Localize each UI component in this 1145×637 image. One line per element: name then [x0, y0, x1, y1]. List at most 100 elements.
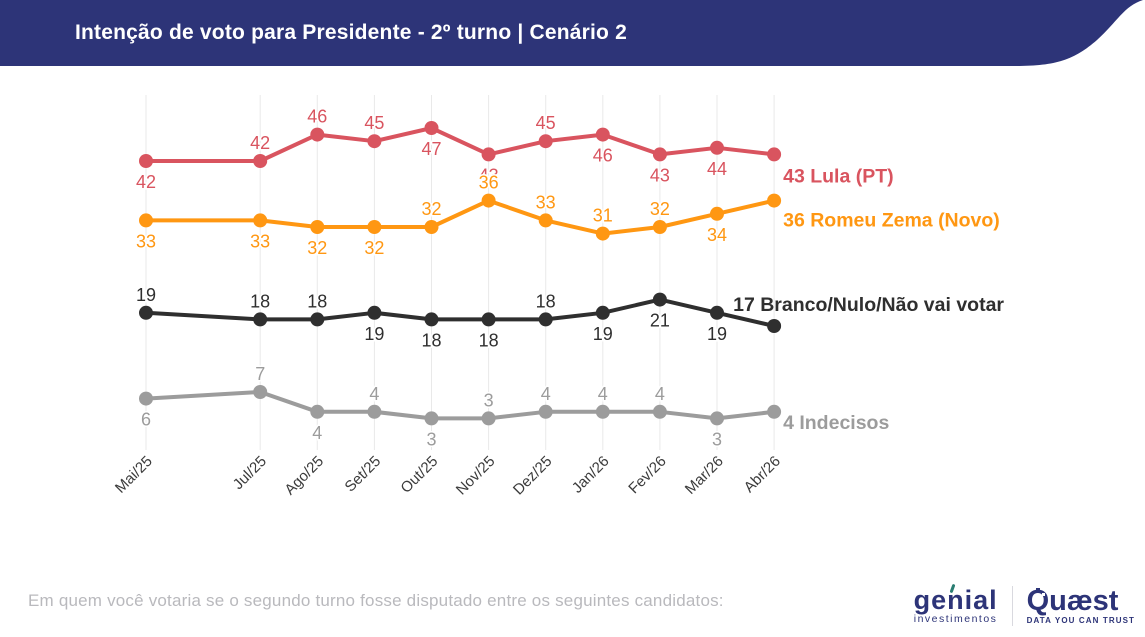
value-label: 3 — [712, 429, 722, 449]
series-end-label: 43 Lula (PT) — [783, 165, 894, 187]
value-label: 19 — [593, 324, 613, 344]
series-line — [145, 297, 775, 328]
value-label: 33 — [536, 192, 556, 212]
data-point — [367, 404, 382, 419]
data-point — [481, 193, 496, 208]
gridlines — [145, 95, 775, 450]
data-point — [424, 411, 439, 426]
value-label: 18 — [479, 330, 499, 350]
header: Intenção de voto para Presidente - 2º tu… — [0, 0, 1145, 72]
value-label: 43 — [479, 165, 499, 185]
value-label: 19 — [364, 324, 384, 344]
value-label: 19 — [707, 324, 727, 344]
value-label: 42 — [136, 172, 156, 192]
x-tick-label: Out/25 — [397, 453, 441, 497]
data-point — [538, 134, 553, 149]
data-point — [767, 147, 782, 162]
x-tick-label: Fev/26 — [625, 453, 669, 497]
value-label: 6 — [141, 410, 151, 430]
value-label: 18 — [307, 291, 327, 311]
x-tick-label: Ago/25 — [281, 453, 327, 499]
value-label: 4 — [655, 384, 665, 404]
data-point — [139, 305, 153, 320]
series-romeu-zema-novo-: 33 33 32 32 32 36 33 31 32 34 36 Romeu Zema (Novo) — [134, 171, 1000, 259]
value-label: 4 — [598, 384, 608, 404]
survey-question: Em quem você votaria se o segundo turno … — [28, 591, 724, 610]
logo-bar: genial investimentos Quæst DATA YOU CAN … — [914, 578, 1135, 633]
value-label: 45 — [364, 113, 384, 133]
data-point — [481, 147, 496, 162]
value-label: 33 — [136, 231, 156, 251]
data-point — [710, 305, 724, 320]
value-label: 46 — [307, 107, 327, 127]
series-line — [146, 198, 775, 236]
data-point — [538, 213, 553, 228]
value-label: 32 — [307, 238, 327, 258]
data-point — [595, 404, 610, 419]
data-point — [767, 319, 782, 333]
data-point — [652, 404, 667, 419]
x-tick-label: Abr/26 — [741, 453, 784, 496]
data-point — [767, 193, 782, 208]
x-tick-label: Nov/25 — [453, 453, 499, 499]
x-tick-label: Jul/25 — [230, 453, 270, 493]
quaest-logo-tagline: DATA YOU CAN TRUST — [1026, 616, 1135, 625]
value-label: 18 — [536, 291, 556, 311]
series-end-label: 4 Indecisos — [783, 412, 889, 434]
data-point — [310, 404, 325, 419]
x-tick-label: Mai/25 — [112, 453, 156, 497]
value-label: 21 — [650, 311, 670, 331]
value-label: 18 — [421, 330, 441, 350]
quaest-logo: Quæst DATA YOU CAN TRUST — [1026, 585, 1135, 626]
genial-logo-subtitle: investimentos — [913, 613, 998, 625]
header-shape — [0, 0, 1143, 66]
genial-logo: genial investimentos — [913, 583, 998, 625]
data-point — [481, 411, 496, 426]
x-tick-label: Jan/26 — [569, 453, 613, 497]
data-point — [310, 127, 325, 142]
data-point — [139, 154, 153, 168]
series-lula-pt-: 42 42 46 45 47 43 45 46 43 44 43 Lula (PT) — [134, 105, 894, 193]
value-label: 4 — [312, 423, 322, 443]
value-label: 46 — [593, 146, 613, 166]
data-point — [424, 220, 439, 234]
x-axis-labels: Mai/25 Jul/25 Ago/25 Set/25 Out/25 Nov/25 Dez/… — [112, 453, 784, 499]
value-label: 32 — [364, 238, 384, 258]
value-label: 45 — [536, 113, 556, 133]
quaest-pixel-icon — [1035, 588, 1040, 592]
data-point — [538, 404, 553, 419]
value-label: 44 — [707, 159, 727, 179]
value-label: 36 — [479, 173, 499, 193]
quaest-logo-text: Quæst — [1026, 585, 1119, 617]
data-point — [481, 312, 496, 327]
data-point — [367, 220, 382, 234]
page-title: Intenção de voto para Presidente - 2º tu… — [75, 21, 627, 44]
data-point — [139, 213, 153, 228]
data-point — [367, 305, 382, 320]
line-chart: Mai/25 Jul/25 Ago/25 Set/25 Out/25 Nov/25 Dez/… — [112, 95, 1004, 499]
data-point — [767, 404, 782, 419]
value-label: 32 — [650, 199, 670, 219]
data-point — [367, 134, 382, 149]
series-end-label: 17 Branco/Nulo/Não vai votar — [733, 294, 1004, 316]
series-line — [146, 126, 775, 163]
quaest-pixel-icon — [1041, 593, 1045, 596]
value-label: 32 — [421, 199, 441, 219]
value-label: 19 — [136, 285, 156, 305]
value-label: 43 — [650, 165, 670, 185]
data-point — [139, 391, 153, 406]
value-label: 3 — [484, 390, 494, 410]
value-label: 18 — [250, 291, 270, 311]
genial-logo-text: genial — [913, 585, 998, 615]
data-point — [310, 312, 325, 327]
data-point — [538, 312, 553, 327]
data-point — [253, 385, 268, 399]
series-end-label: 36 Romeu Zema (Novo) — [783, 210, 1000, 232]
value-label: 42 — [250, 133, 270, 153]
value-label: 4 — [369, 384, 379, 404]
data-point — [253, 154, 268, 168]
value-label: 4 — [541, 384, 551, 404]
data-point — [310, 220, 325, 234]
data-point — [710, 411, 724, 426]
